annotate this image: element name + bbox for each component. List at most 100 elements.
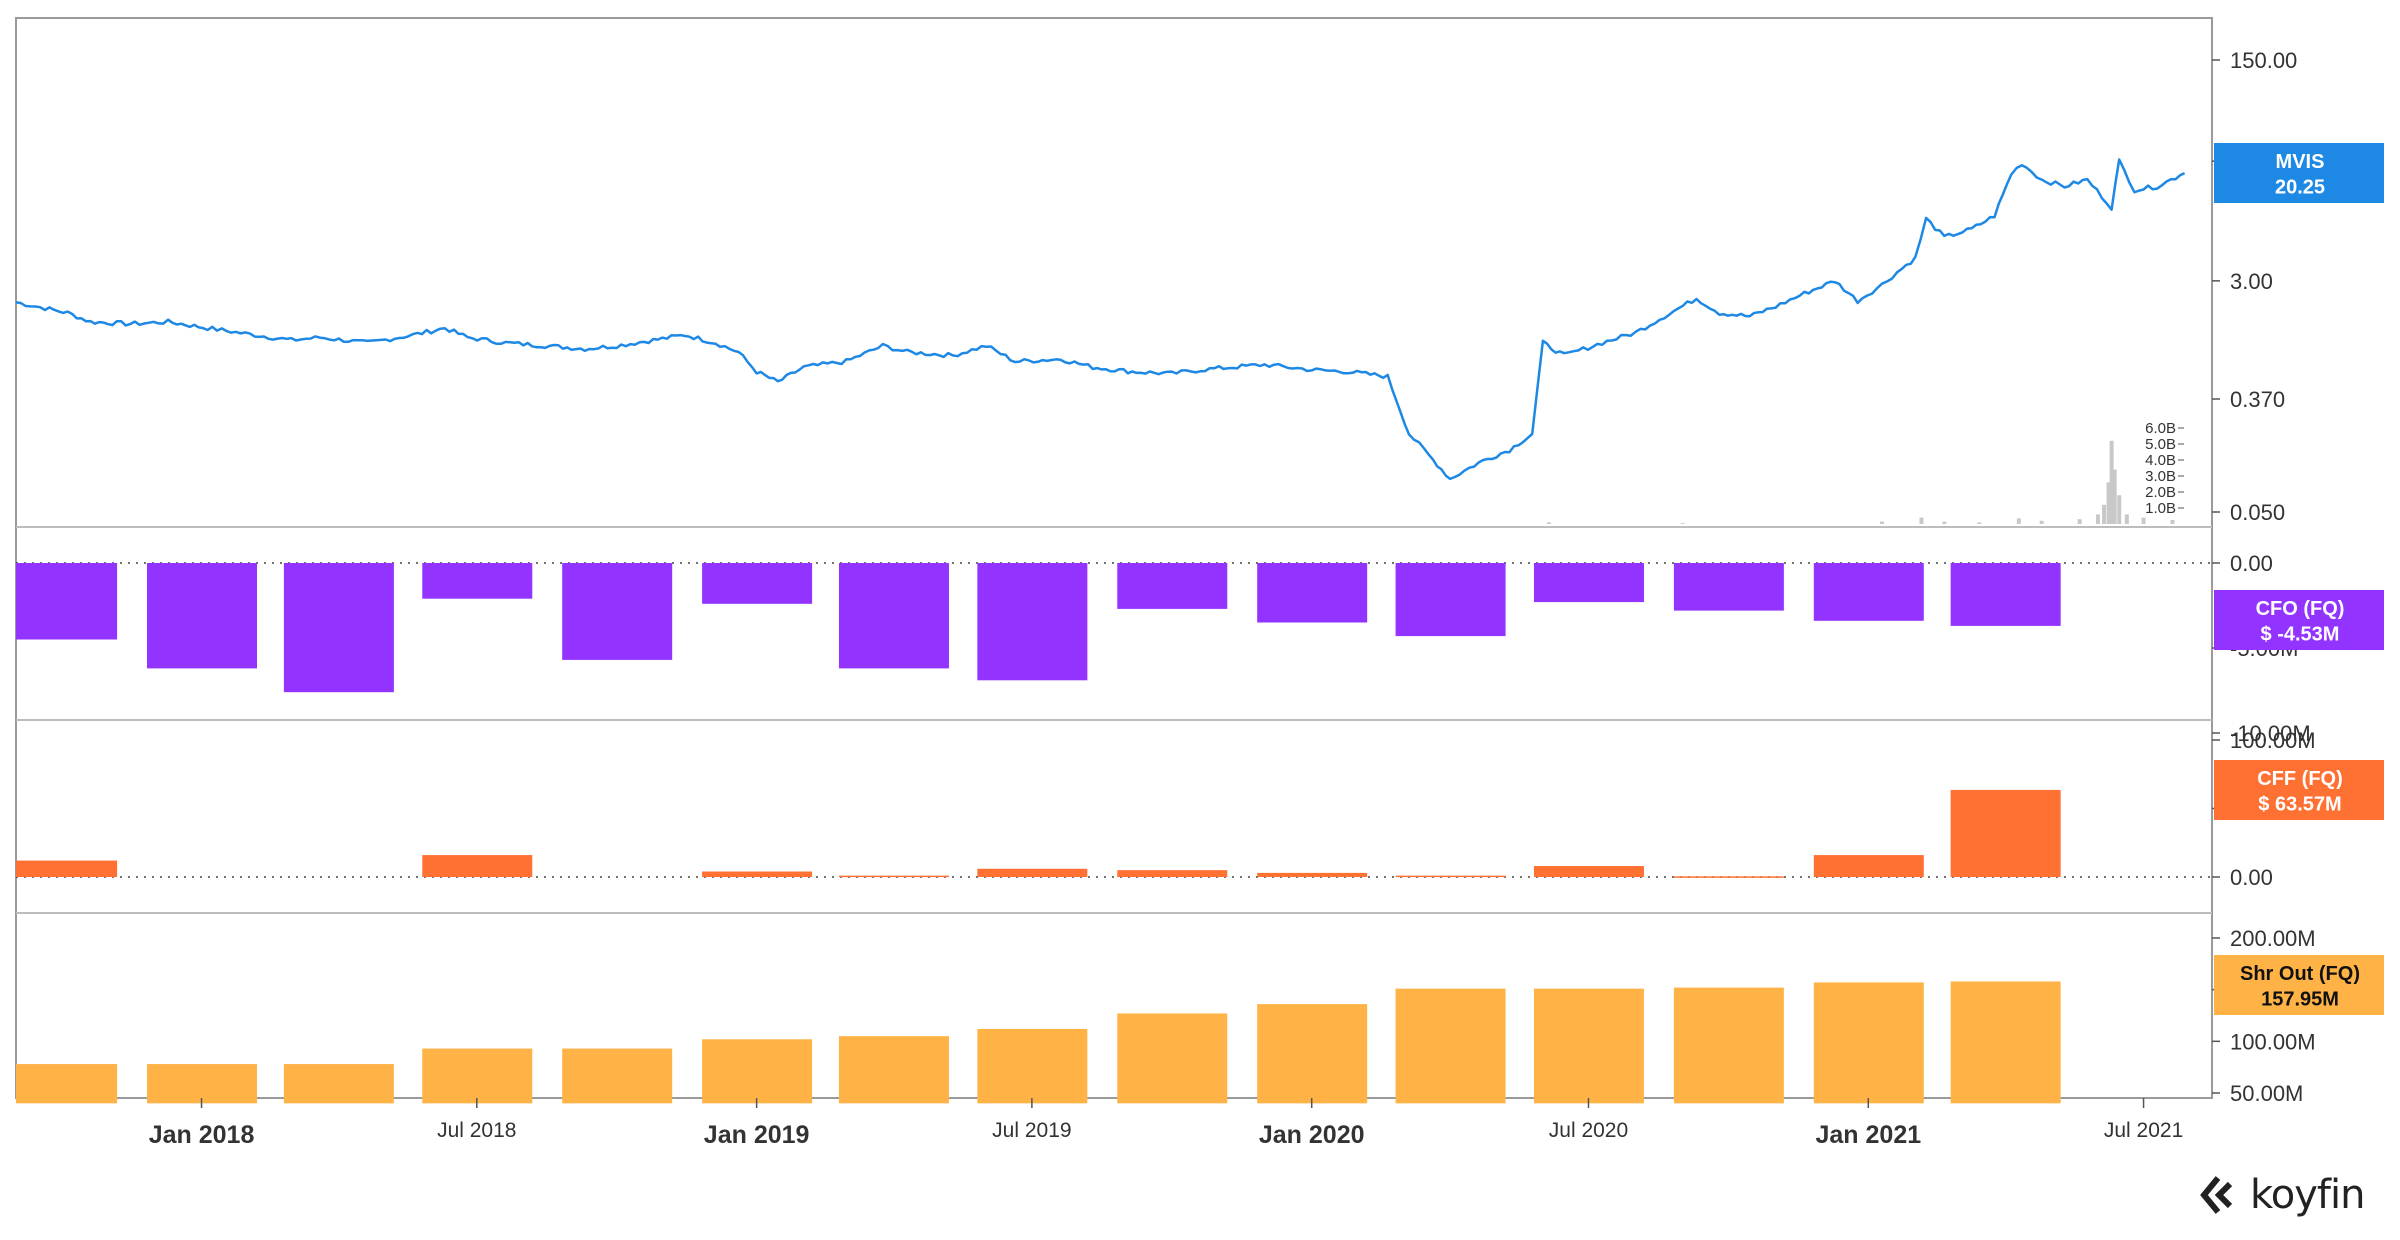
cfo-panel-bar [977, 563, 1088, 681]
cff-panel-bar [1395, 875, 1506, 878]
volume-tick-label: 3.0B [2145, 468, 2176, 485]
volume-bar [2109, 440, 2114, 524]
shares-panel-y-tick-label: 200.00M [2230, 926, 2316, 951]
cfo-panel-bar [1395, 563, 1506, 637]
shares-tag-value: 157.95M [2261, 988, 2339, 1010]
cff-panel-bar [422, 855, 533, 877]
shares-panel-y-tick-label: 50.00M [2230, 1081, 2303, 1106]
volume-bar [2124, 514, 2129, 524]
cfo-panel-bar [422, 563, 533, 599]
volume-bar [2016, 518, 2021, 524]
shares-panel-bar [562, 1048, 673, 1104]
volume-bar [2112, 469, 2117, 524]
cff-panel-bar [977, 868, 1088, 877]
x-tick-label: Jul 2019 [992, 1119, 1071, 1142]
cff-panel-bar [838, 875, 949, 878]
koyfin-logo-icon [2200, 1176, 2233, 1214]
brand-logo: koyfin [2200, 1170, 2365, 1220]
volume-bar [2077, 519, 2082, 524]
x-tick-label: Jan 2018 [149, 1121, 255, 1149]
price-panel: 150.0025.003.000.3700.0506.0B5.0B4.0B3.0… [15, 48, 2297, 525]
chart-frame [15, 17, 2213, 1099]
volume-bar [2117, 495, 2122, 524]
cff-tag-value: $ 63.57M [2258, 793, 2341, 815]
cfo-panel-bar [147, 563, 258, 669]
shares-panel-bar [838, 1036, 949, 1104]
cff-tag-label: CFF (FQ) [2257, 768, 2343, 790]
price-y-tick-label: 150.00 [2230, 48, 2297, 73]
mvis-price-tag-value: 20.25 [2275, 176, 2325, 198]
volume-tick-label: 1.0B [2145, 500, 2176, 517]
cff-panel-bar [702, 871, 813, 877]
volume-bar [1546, 522, 1551, 524]
mvis-price-tag-box [2214, 143, 2384, 203]
volume-bar [2106, 482, 2111, 524]
price-y-tick-label: 0.050 [2230, 500, 2285, 525]
cff-panel-bar [1257, 872, 1368, 877]
cfo-panel-bar [1813, 563, 1924, 621]
volume-tick-label: 5.0B [2145, 436, 2176, 453]
shares-panel-bar [1533, 988, 1644, 1104]
cff-panel-bar [1673, 876, 1784, 878]
shares-panel-bar [702, 1039, 813, 1104]
cff-panel-bar [1813, 855, 1924, 877]
volume-tick-label: 4.0B [2145, 452, 2176, 469]
cff-panel-y-tick-label: 0.00 [2230, 865, 2273, 890]
cfo-panel-bar [838, 563, 949, 669]
shares-tag: Shr Out (FQ) 157.95M [2214, 955, 2384, 1015]
x-tick-label: Jul 2021 [2104, 1119, 2183, 1142]
cfo-tag-value: $ -4.53M [2261, 623, 2340, 645]
shares-panel-bar [422, 1048, 533, 1104]
volume-bar [1942, 521, 1947, 524]
price-y-tick-label: 0.370 [2230, 387, 2285, 412]
cfo-panel: 0.00-5.00M-10.00M [16, 551, 2311, 746]
volume-bar [1919, 517, 1924, 524]
volume-tick-label: 2.0B [2145, 484, 2176, 501]
cfo-tag: CFO (FQ) $ -4.53M [2214, 590, 2384, 650]
volume-bar [2095, 514, 2100, 524]
x-tick-label: Jan 2021 [1815, 1121, 1921, 1149]
volume-bar [1977, 522, 1982, 524]
shares-panel-bar [1950, 981, 2061, 1104]
cfo-panel-bar [562, 563, 673, 660]
cfo-tag-label: CFO (FQ) [2256, 598, 2345, 620]
shares-panel-bar [1117, 1013, 1228, 1104]
shares-panel-bar [1813, 982, 1924, 1104]
shares-tag-label: Shr Out (FQ) [2240, 963, 2360, 985]
cfo-panel-y-tick-label: 0.00 [2230, 551, 2273, 576]
volume-bar [2102, 504, 2107, 524]
cfo-panel-bar [1533, 563, 1644, 603]
cff-tag: CFF (FQ) $ 63.57M [2214, 760, 2384, 820]
cfo-panel-bar [283, 563, 394, 693]
cfo-panel-y-tick-label: -10.00M [2230, 721, 2311, 746]
shares-panel-bar [1257, 1004, 1368, 1104]
value-tags: MVIS 20.25 CFO (FQ) $ -4.53M CFF (FQ) $ 63.57… [2214, 143, 2384, 1015]
cfo-panel-bar [1673, 563, 1784, 611]
shares-panel-bar [1673, 987, 1784, 1104]
outer-border [15, 17, 2213, 1099]
shares-panel-y-tick-label: 100.00M [2230, 1029, 2316, 1054]
shares-panel-bar [283, 1064, 394, 1104]
x-tick-label: Jul 2020 [1549, 1119, 1628, 1142]
brand-name: koyfin [2250, 1172, 2365, 1218]
mvis-price-tag: MVIS 20.25 [2214, 143, 2384, 203]
cff-panel-bar [1950, 789, 2061, 877]
x-axis: Jan 2018 Jul 2018 Jan 2019 Jul 2019 Jan 2020… [149, 1098, 2183, 1149]
cfo-panel-bar [1950, 563, 2061, 626]
cfo-panel-bar [1117, 563, 1228, 609]
cff-panel-bar [16, 860, 118, 877]
volume-bar [2039, 520, 2044, 524]
volume-tick-label: 6.0B [2145, 420, 2176, 437]
mvis-price-tag-label: MVIS [2276, 151, 2325, 173]
cff-panel-bar [1533, 866, 1644, 877]
cff-panel-bar [1117, 870, 1228, 877]
cff-panel-y-tick-label: 100.00M [2230, 728, 2316, 753]
shares-panel-bar [1395, 988, 1506, 1104]
cfo-tag-box [2214, 590, 2384, 650]
cfo-panel-bar [16, 563, 118, 640]
cfo-panel-bar [1257, 563, 1368, 623]
shares-tag-box [2214, 955, 2384, 1015]
